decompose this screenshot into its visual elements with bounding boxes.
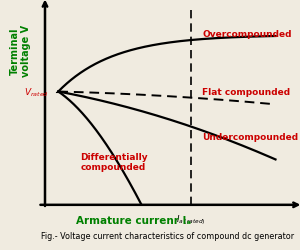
Text: Overcompounded: Overcompounded — [202, 30, 292, 39]
Text: Terminal
voltage V: Terminal voltage V — [10, 25, 31, 77]
Text: $V_{rated}$: $V_{rated}$ — [24, 86, 50, 98]
Text: Undercompounded: Undercompounded — [202, 133, 298, 142]
Text: $I_{a\ (rated)}$: $I_{a\ (rated)}$ — [176, 212, 206, 226]
Text: Armature currenr Iₐ: Armature currenr Iₐ — [76, 215, 191, 225]
Text: Flat compounded: Flat compounded — [202, 88, 290, 97]
Text: Differentially
compounded: Differentially compounded — [80, 152, 148, 172]
Text: Fig.- Voltage current characteristics of compound dc generator: Fig.- Voltage current characteristics of… — [41, 231, 295, 240]
